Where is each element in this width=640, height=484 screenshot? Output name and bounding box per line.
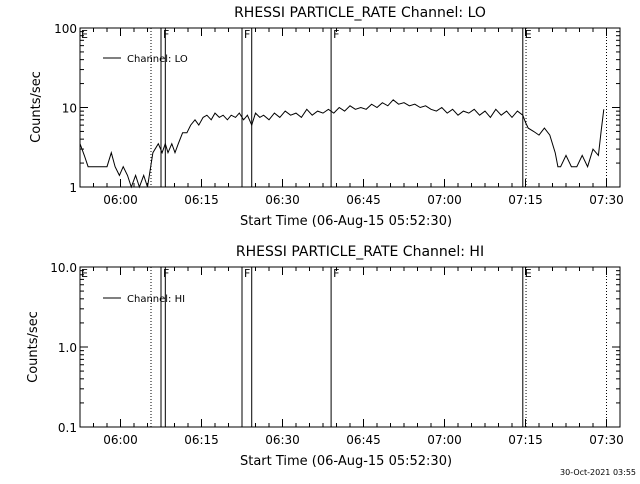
x-axis-label: Start Time (06-Aug-15 05:52:30) [240, 214, 452, 229]
panel-hi: RHESSI PARTICLE_RATE Channel: HI 0.1 1.0 1… [26, 244, 624, 469]
legend: Channel: LO [103, 54, 188, 65]
panel-lo: RHESSI PARTICLE_RATE Channel: LO 1 10 100 0… [29, 5, 624, 229]
x-tick-label: 06:30 [265, 433, 300, 447]
event-marker-label: E [81, 28, 88, 41]
x-tick-label: 06:30 [265, 193, 300, 207]
x-axis-label: Start Time (06-Aug-15 05:52:30) [240, 454, 452, 469]
y-tick-label: 10.0 [50, 261, 77, 275]
legend-label: Channel: HI [127, 294, 185, 305]
y-axis-label: Counts/sec [29, 71, 44, 143]
x-tick-label: 06:15 [184, 433, 219, 447]
event-marker-label: F [244, 267, 250, 280]
series-line [79, 99, 605, 189]
x-tick-label: 06:00 [103, 433, 138, 447]
y-tick-label: 1.0 [58, 341, 77, 355]
event-marker-label: F [163, 28, 169, 41]
y-tick-label: 100 [54, 22, 77, 36]
footer-timestamp: 30-Oct-2021 03:55 [560, 468, 636, 477]
legend-label: Channel: LO [127, 54, 188, 65]
y-axis-label: Counts/sec [26, 311, 41, 383]
event-marker-label: F [333, 28, 339, 41]
x-tick-label: 07:15 [508, 433, 543, 447]
event-marker-label: E [525, 267, 532, 280]
x-tick-label: 06:45 [346, 433, 381, 447]
chart-title: RHESSI PARTICLE_RATE Channel: LO [234, 5, 486, 21]
x-tick-label: 07:30 [589, 193, 624, 207]
x-tick-label: 07:15 [508, 193, 543, 207]
event-marker-label: F [163, 267, 169, 280]
y-tick-label: 10 [62, 102, 77, 116]
x-tick-label: 07:30 [589, 433, 624, 447]
event-marker-label: F [333, 267, 339, 280]
x-tick-label: 07:00 [427, 433, 462, 447]
y-tick-label: 0.1 [58, 421, 77, 435]
legend: Channel: HI [103, 294, 185, 305]
x-tick-label: 07:00 [427, 193, 462, 207]
x-tick-label: 06:45 [346, 193, 381, 207]
x-tick-label: 06:00 [103, 193, 138, 207]
event-marker-label: F [244, 28, 250, 41]
y-tick-label: 1 [69, 181, 77, 195]
chart-title: RHESSI PARTICLE_RATE Channel: HI [236, 244, 484, 260]
x-tick-label: 06:15 [184, 193, 219, 207]
event-marker-label: E [81, 267, 88, 280]
event-marker-label: E [525, 28, 532, 41]
